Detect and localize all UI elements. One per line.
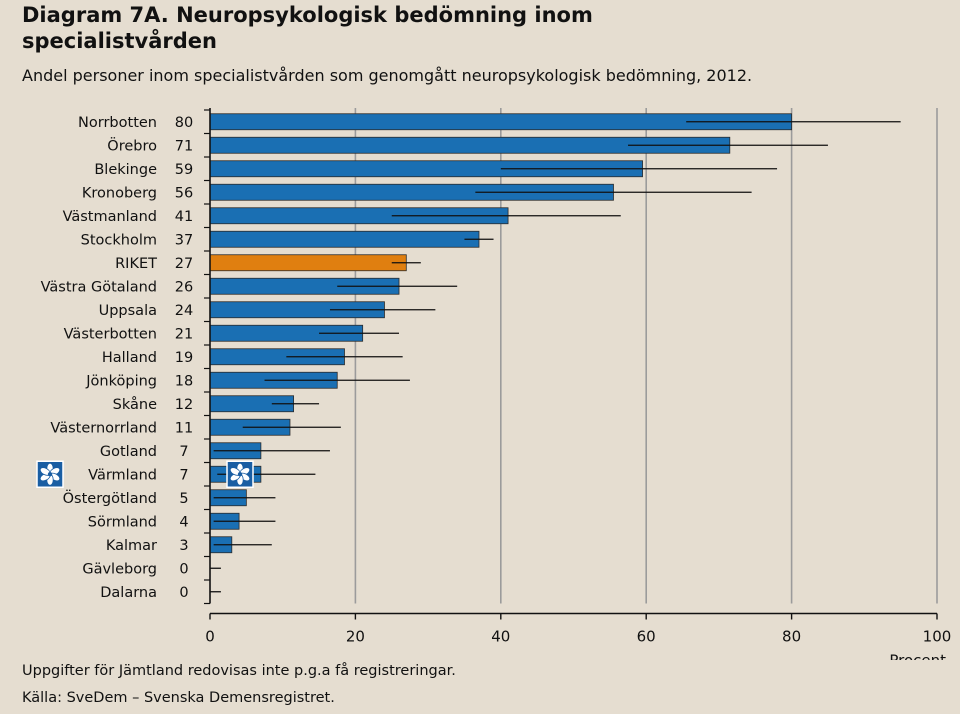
- category-label: Örebro: [107, 136, 157, 154]
- flower-icon: [36, 460, 64, 488]
- category-label: Stockholm: [81, 232, 157, 248]
- category-labels: Norrbotten 80 Örebro 71 Blekinge 59 Kronoberg 5…: [41, 115, 194, 601]
- value-label: 0: [179, 585, 188, 601]
- value-label: 26: [175, 279, 193, 295]
- category-label: Kronoberg: [82, 185, 157, 201]
- category-label: Gotland: [100, 444, 157, 460]
- x-tick-label: 100: [923, 628, 952, 646]
- category-label: Värmland: [88, 467, 157, 483]
- source-note: Källa: SveDem – Svenska Demensregistret.: [22, 690, 335, 706]
- value-label: 11: [175, 420, 193, 436]
- value-label: 21: [175, 326, 193, 342]
- chart-title: Diagram 7A. Neuropsykologisk bedömning i…: [22, 2, 822, 54]
- value-label: 18: [175, 373, 193, 389]
- footnote: Uppgifter för Jämtland redovisas inte p.…: [22, 663, 456, 679]
- x-tick-label: 80: [782, 628, 801, 646]
- axes: 0 20 40 60 80 100 Procent: [204, 108, 951, 660]
- category-label: Halland: [102, 350, 157, 366]
- bar: [209, 254, 407, 272]
- value-label: 27: [175, 256, 193, 272]
- chart-subtitle: Andel personer inom specialistvården som…: [22, 66, 753, 85]
- x-tick-label: 40: [491, 628, 510, 646]
- value-label: 56: [175, 185, 193, 201]
- chart-title-line1: Diagram 7A. Neuropsykologisk bedömning i…: [22, 3, 593, 27]
- category-label: Blekinge: [94, 162, 157, 178]
- category-label: Västerbotten: [64, 326, 157, 342]
- value-label: 37: [175, 232, 193, 248]
- category-label: Dalarna: [100, 585, 157, 601]
- category-label: Västmanland: [63, 209, 157, 225]
- category-label: Jönköping: [85, 373, 157, 389]
- category-label: Uppsala: [99, 303, 157, 319]
- value-label: 7: [179, 467, 188, 483]
- category-label: Sörmland: [88, 514, 157, 530]
- bar-chart: 020406080100Procent Norrbotten80Örebro71…: [36, 108, 951, 660]
- category-label: Västernorrland: [50, 420, 157, 436]
- value-label: 4: [179, 514, 188, 530]
- category-label: Gävleborg: [82, 561, 157, 577]
- value-label: 80: [175, 115, 193, 131]
- value-label: 12: [175, 397, 193, 413]
- x-axis-label: Procent: [889, 652, 946, 661]
- value-label: 19: [175, 350, 193, 366]
- category-label: Norrbotten: [78, 115, 157, 131]
- value-label: 24: [175, 303, 193, 319]
- x-tick-label: 20: [346, 628, 365, 646]
- bar: [209, 230, 480, 248]
- category-label: Östergötland: [63, 489, 157, 507]
- value-label: 71: [175, 138, 193, 154]
- value-label: 5: [179, 491, 188, 507]
- value-label: 7: [179, 444, 188, 460]
- value-label: 41: [175, 209, 193, 225]
- flower-icon: [226, 460, 254, 488]
- x-tick-label: 60: [637, 628, 656, 646]
- value-label: 59: [175, 162, 193, 178]
- category-label: RIKET: [115, 256, 157, 272]
- chart-title-line2: specialistvården: [22, 29, 217, 53]
- category-label: Skåne: [113, 396, 157, 413]
- bars: [209, 113, 792, 554]
- grid-lines: [354, 108, 938, 604]
- error-bars: [210, 121, 901, 593]
- category-label: Kalmar: [106, 538, 157, 554]
- value-label: 0: [179, 561, 188, 577]
- value-label: 3: [179, 538, 188, 554]
- x-tick-label: 0: [205, 628, 215, 646]
- category-label: Västra Götaland: [41, 279, 157, 295]
